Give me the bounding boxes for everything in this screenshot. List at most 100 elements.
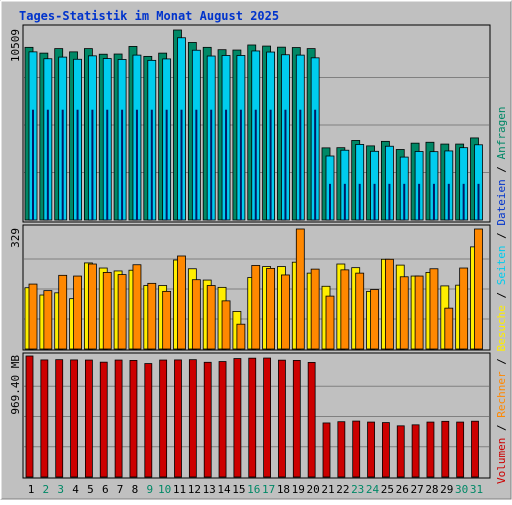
bar-rechner <box>206 285 216 350</box>
x-axis-labels: 1 2 3 4 5 6 7 8 9 10 11 12 13 14 15 16 17 18 19 20 21 22 23 24 2… <box>28 483 483 496</box>
x-tick-label: 23 <box>351 483 364 496</box>
legend-item-besuche: Besuche <box>495 305 508 351</box>
bar-rechner <box>177 255 186 350</box>
bar-rechner <box>414 275 424 350</box>
bar-volumen <box>278 359 286 478</box>
x-tick-label: 26 <box>396 483 409 496</box>
bar-volumen <box>248 357 257 478</box>
bar-dateien <box>61 109 64 220</box>
x-tick-label: 2 <box>43 483 50 496</box>
bar-rechner <box>474 228 483 350</box>
bar-volumen <box>441 420 450 478</box>
bar-dateien <box>403 183 406 220</box>
bar-dateien <box>269 109 272 220</box>
x-tick-label: 10 <box>158 483 171 496</box>
x-tick-label: 24 <box>366 483 380 496</box>
x-tick-label: 21 <box>321 483 334 496</box>
bar-rechner <box>444 307 454 350</box>
x-tick-label: 14 <box>217 483 231 496</box>
bar-dateien <box>299 109 302 220</box>
bar-volumen <box>85 359 93 478</box>
x-tick-label: 12 <box>188 483 201 496</box>
y-max-label: 969.40 MB <box>9 355 22 415</box>
bar-volumen <box>381 422 390 478</box>
x-tick-label: 8 <box>132 483 139 496</box>
bar-volumen <box>426 421 435 478</box>
x-tick-label: 28 <box>425 483 438 496</box>
bar-dateien <box>314 109 317 220</box>
bar-rechner <box>117 274 127 350</box>
legend-item-seiten: Seiten <box>495 246 508 286</box>
bar-volumen <box>25 355 34 478</box>
bar-dateien <box>418 183 421 220</box>
bar-volumen <box>159 359 168 478</box>
bar-volumen <box>40 359 49 478</box>
bar-dateien <box>254 109 257 220</box>
bar-dateien <box>91 109 94 220</box>
x-tick-label: 16 <box>247 483 260 496</box>
bar-rechner <box>28 283 38 350</box>
legend-item-anfragen: Anfragen <box>495 106 508 159</box>
bar-dateien <box>195 109 198 220</box>
bar-dateien <box>462 183 465 220</box>
bar-volumen <box>471 420 479 478</box>
bar-dateien <box>477 183 480 220</box>
bar-rechner <box>43 290 53 350</box>
bar-volumen <box>322 422 331 478</box>
legend-separator: / <box>495 226 508 246</box>
bar-volumen <box>352 420 361 478</box>
bar-dateien <box>388 183 391 220</box>
legend-separator: / <box>495 352 508 372</box>
bar-volumen <box>188 359 197 478</box>
bar-dateien <box>121 109 124 220</box>
bar-dateien <box>180 109 183 220</box>
bar-rechner <box>58 274 68 350</box>
x-tick-label: 7 <box>117 483 124 496</box>
panel-volume: 969.40 MB <box>9 352 491 479</box>
x-tick-label: 17 <box>262 483 275 496</box>
bar-rechner <box>191 279 201 350</box>
bar-rechner <box>399 276 409 350</box>
bar-volumen <box>144 363 153 478</box>
bar-volumen <box>174 359 182 478</box>
bar-rechner <box>355 272 365 350</box>
bar-rechner <box>162 290 172 350</box>
bar-rechner <box>236 323 246 350</box>
bar-volumen <box>203 361 212 478</box>
bar-rechner <box>132 264 142 350</box>
bar-dateien <box>165 109 168 220</box>
bar-volumen <box>99 361 108 478</box>
bar-dateien <box>225 109 228 220</box>
legend: Volumen / Rechner / Besuche / Seiten / D… <box>495 106 508 484</box>
x-tick-label: 22 <box>336 483 349 496</box>
bar-dateien <box>329 183 331 220</box>
x-tick-label: 15 <box>232 483 245 496</box>
bar-dateien <box>284 109 287 220</box>
bar-dateien <box>343 183 346 220</box>
bar-rechner <box>295 228 305 350</box>
x-tick-label: 11 <box>173 483 186 496</box>
x-tick-label: 9 <box>146 483 153 496</box>
legend-separator: / <box>495 159 508 179</box>
bar-volumen <box>55 359 64 478</box>
x-tick-label: 25 <box>381 483 394 496</box>
bar-dateien <box>32 109 34 220</box>
bar-dateien <box>358 183 361 220</box>
x-tick-label: 30 <box>455 483 468 496</box>
bar-volumen <box>337 421 346 478</box>
legend-item-rechner: Rechner <box>495 371 508 418</box>
bar-volumen <box>456 421 465 478</box>
bar-dateien <box>135 109 138 220</box>
bar-rechner <box>310 268 320 350</box>
bar-rechner <box>147 282 157 350</box>
bar-volumen <box>233 358 242 478</box>
bar-dateien <box>210 109 213 220</box>
bar-dateien <box>373 183 376 220</box>
bar-rechner <box>370 289 379 350</box>
bar-rechner <box>429 268 439 350</box>
bar-rechner <box>221 300 231 350</box>
chart-title: Tages-Statistik im Monat August 2025 <box>19 9 279 23</box>
x-tick-label: 20 <box>307 483 320 496</box>
